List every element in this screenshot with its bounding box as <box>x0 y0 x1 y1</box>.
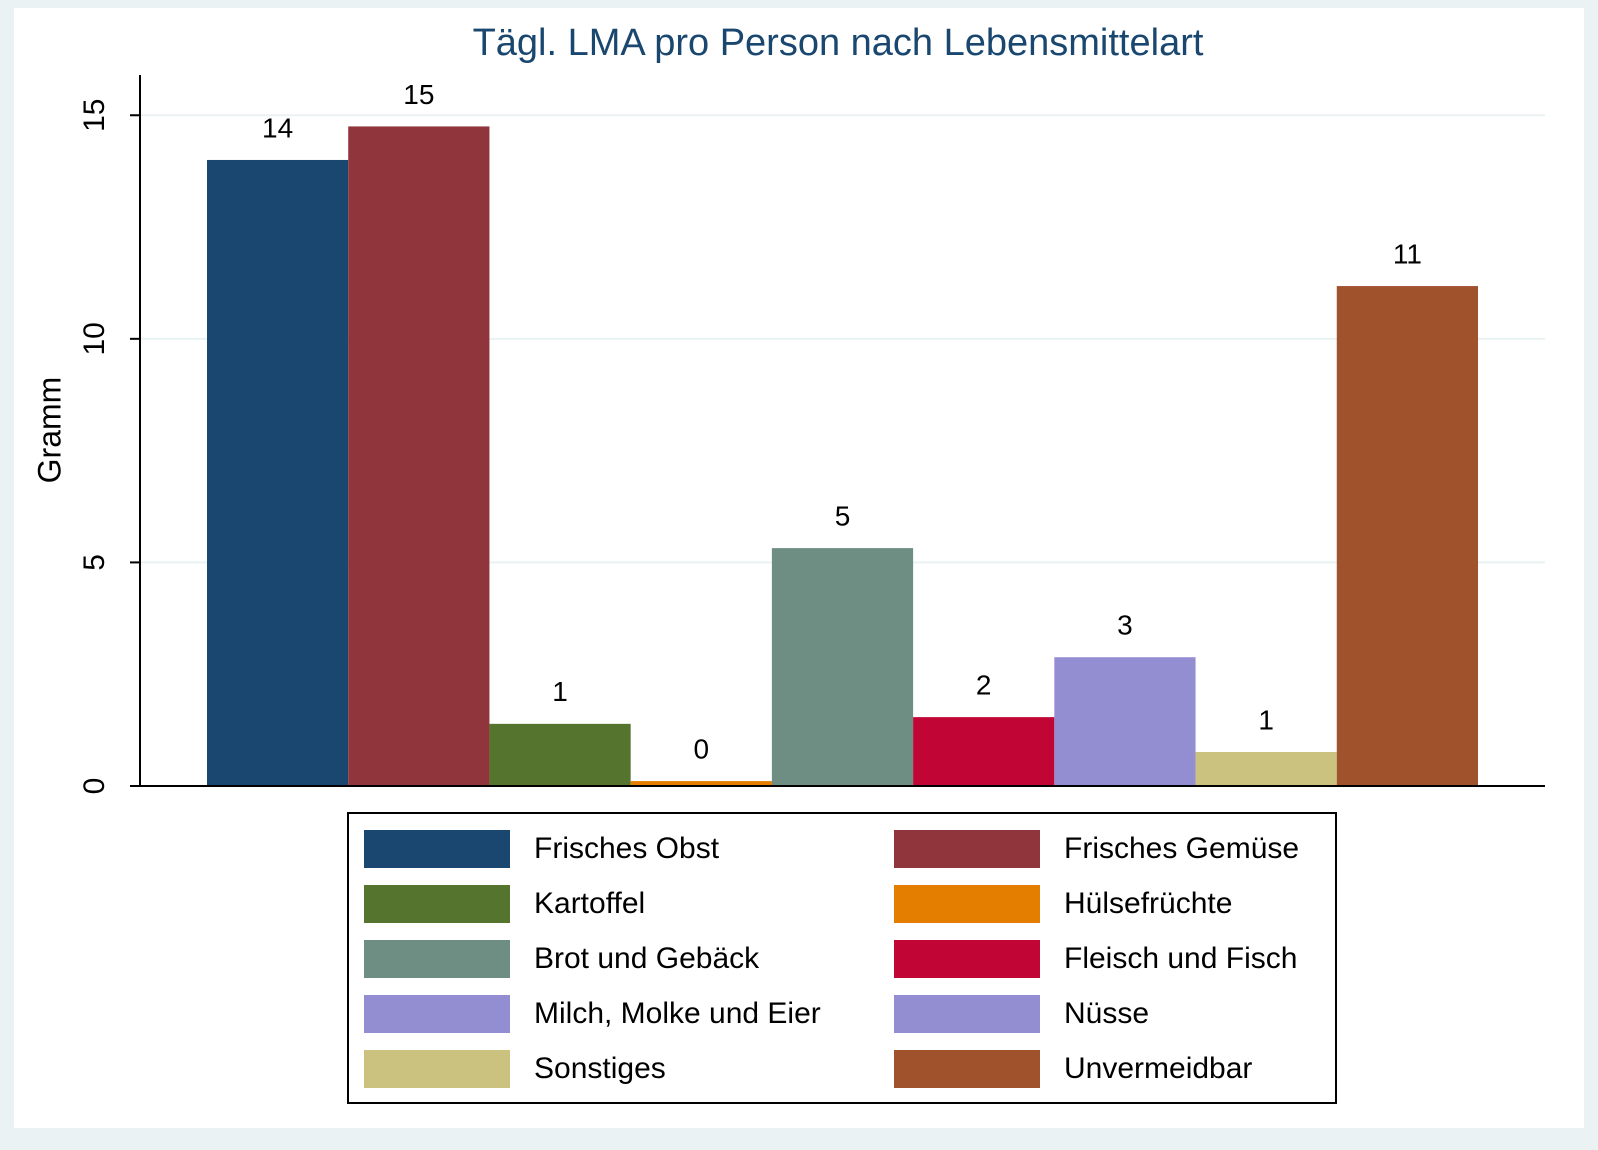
bar <box>1195 752 1337 786</box>
legend-label: Kartoffel <box>534 887 645 920</box>
legend-label: Brot und Gebäck <box>534 942 760 975</box>
bar <box>630 781 772 786</box>
legend-label: Frisches Gemüse <box>1064 832 1299 865</box>
legend-label: Unvermeidbar <box>1064 1052 1252 1085</box>
y-tick-label: 0 <box>78 778 111 795</box>
bar-value-label: 1 <box>1258 704 1274 735</box>
bar-value-label: 15 <box>403 79 434 110</box>
legend-swatch <box>364 885 510 923</box>
legend-label: Fleisch und Fisch <box>1064 942 1297 975</box>
legend-swatch <box>364 995 510 1033</box>
y-tick-label: 10 <box>78 322 111 355</box>
legend-swatch <box>894 1050 1040 1088</box>
legend-label: Hülsefrüchte <box>1064 887 1232 920</box>
legend-box <box>347 812 1337 1104</box>
bar <box>1054 657 1196 786</box>
bar <box>207 159 349 786</box>
legend-label: Frisches Obst <box>534 832 720 865</box>
legend-label: Milch, Molke und Eier <box>534 997 821 1030</box>
legend-swatch <box>894 995 1040 1033</box>
bar-value-label: 14 <box>262 112 293 143</box>
legend-swatch <box>894 940 1040 978</box>
bar-value-label: 1 <box>552 676 568 707</box>
legend-label: Sonstiges <box>534 1052 666 1085</box>
bar <box>913 717 1055 786</box>
bar-value-label: 3 <box>1117 610 1133 641</box>
bar-value-label: 0 <box>693 733 709 764</box>
y-axis-label: Gramm <box>31 377 67 484</box>
legend-swatch <box>364 1050 510 1088</box>
legend-label: Nüsse <box>1064 997 1149 1030</box>
bar <box>489 723 631 786</box>
bar <box>1336 286 1478 786</box>
bar <box>348 126 490 786</box>
bar-value-label: 11 <box>1393 238 1422 269</box>
y-tick-label: 15 <box>78 99 111 132</box>
y-tick-label: 5 <box>78 554 111 571</box>
legend-swatch <box>894 830 1040 868</box>
chart-title: Tägl. LMA pro Person nach Lebensmittelar… <box>473 22 1204 64</box>
bar-value-label: 2 <box>976 670 992 701</box>
bar-value-label: 5 <box>835 500 851 531</box>
bar <box>771 548 914 786</box>
legend-swatch <box>364 830 510 868</box>
legend-swatch <box>364 940 510 978</box>
legend-swatch <box>894 885 1040 923</box>
